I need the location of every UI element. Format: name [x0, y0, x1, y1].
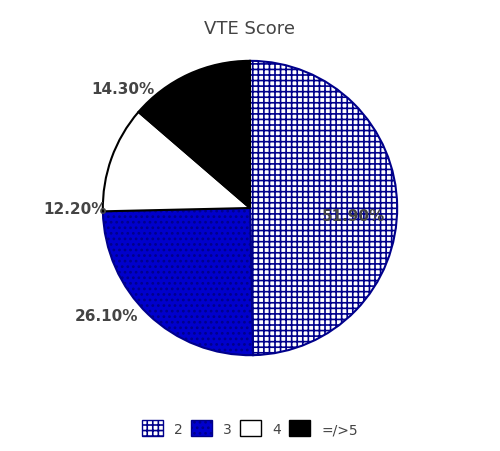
Text: VTE Score: VTE Score — [204, 20, 296, 38]
Wedge shape — [250, 62, 397, 355]
Legend: 2, 3, 4, =/>5: 2, 3, 4, =/>5 — [142, 420, 358, 437]
Wedge shape — [103, 113, 250, 212]
Wedge shape — [138, 62, 250, 208]
Text: 26.10%: 26.10% — [75, 308, 138, 323]
Text: 12.20%: 12.20% — [43, 201, 106, 216]
Wedge shape — [103, 208, 253, 355]
Text: 14.30%: 14.30% — [91, 82, 154, 97]
Text: 51.90%: 51.90% — [322, 209, 385, 224]
